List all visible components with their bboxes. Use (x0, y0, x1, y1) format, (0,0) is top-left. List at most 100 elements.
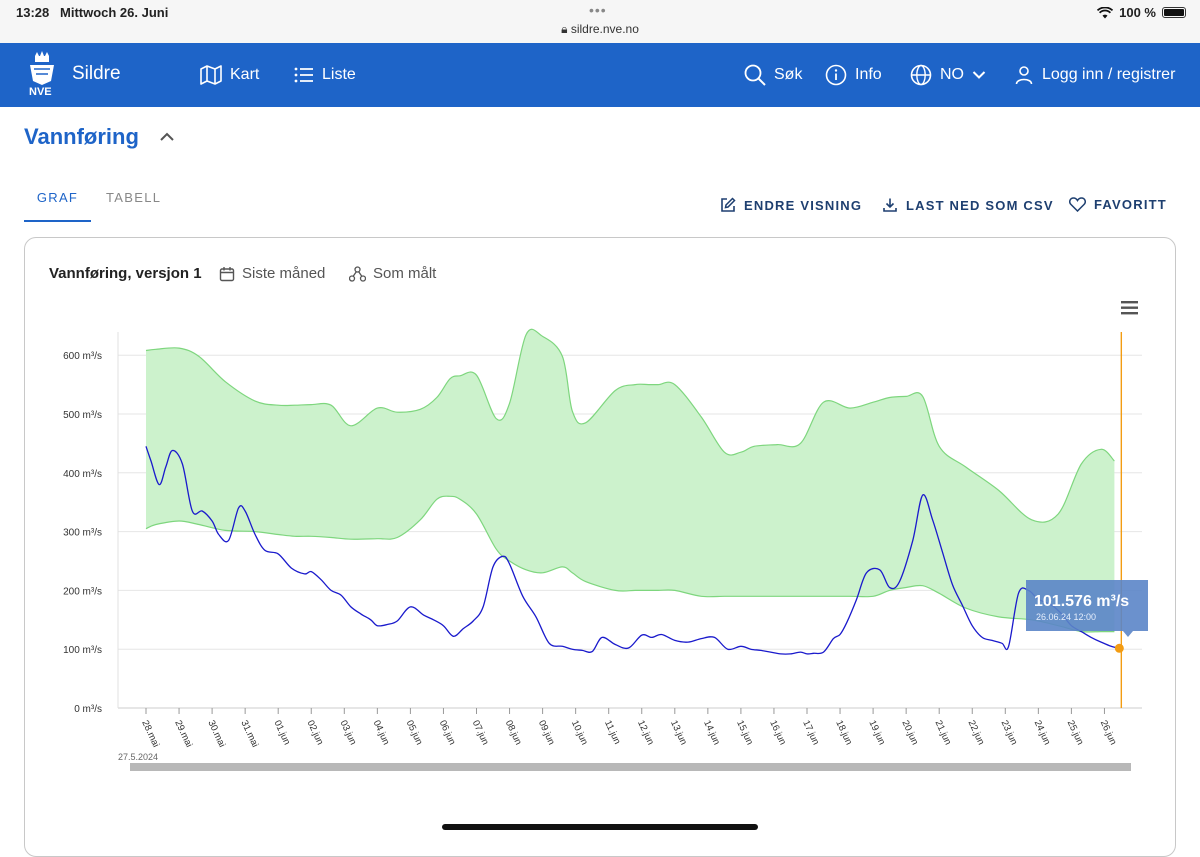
battery-icon (1162, 7, 1186, 18)
tab-graf[interactable]: GRAF (24, 190, 91, 222)
x-tick-label: 09.jun (536, 719, 557, 747)
x-tick-label: 29.mai (172, 719, 194, 749)
tooltip-box (1026, 580, 1148, 637)
y-tick-label: 600 m³/s (63, 351, 102, 362)
period-label: Siste måned (242, 265, 326, 282)
x-tick-label: 23.jun (999, 719, 1020, 747)
heart-icon (1069, 197, 1086, 212)
edit-view-button[interactable]: ENDRE VISNING (720, 197, 862, 213)
x-tick-label: 10.jun (569, 719, 590, 747)
status-right: 100 % (1097, 5, 1186, 20)
nav-info-label: Info (855, 66, 882, 83)
user-icon (1015, 66, 1033, 85)
x-tick-label: 28.mai (139, 719, 161, 749)
y-tick-label: 500 m³/s (63, 410, 102, 421)
globe-icon (910, 64, 932, 86)
nav-liste-label: Liste (322, 66, 356, 83)
nav-sok[interactable]: Søk (744, 43, 802, 107)
status-time: 13:28 (16, 5, 50, 20)
y-tick-label: 0 m³/s (74, 704, 102, 715)
y-tick-label: 100 m³/s (63, 645, 102, 656)
favorite-button[interactable]: FAVORITT (1069, 197, 1167, 212)
battery-percent: 100 % (1119, 5, 1156, 20)
x-tick-label: 22.jun (966, 719, 987, 747)
nav-info[interactable]: Info (825, 43, 882, 107)
chevron-down-icon (972, 71, 986, 79)
nav-sok-label: Søk (774, 66, 803, 83)
hamburger-menu-icon[interactable] (1121, 301, 1138, 315)
list-icon (294, 67, 313, 83)
x-tick-label: 06.jun (437, 719, 458, 747)
x-tick-label: 19.jun (866, 719, 887, 747)
nav-kart[interactable]: Kart (200, 43, 259, 107)
chevron-up-icon[interactable] (158, 128, 176, 146)
address-bar[interactable]: 🔒︎ sildre.nve.no (0, 22, 1200, 37)
nav-login[interactable]: Logg inn / registrer (1014, 43, 1175, 107)
x-tick-label: 03.jun (338, 719, 359, 747)
nve-logo-icon[interactable] (26, 51, 58, 101)
x-tick-label: 15.jun (734, 719, 755, 747)
x-tick-label: 16.jun (767, 719, 788, 747)
logo-text: NVE (29, 86, 52, 98)
x-tick-label: 17.jun (800, 719, 821, 747)
status-date: Mittwoch 26. Juni (60, 5, 169, 20)
point-marker (1114, 643, 1124, 653)
nav-liste[interactable]: Liste (294, 43, 356, 107)
period-selector[interactable]: Siste måned (219, 265, 325, 282)
nav-login-label: Logg inn / registrer (1042, 66, 1176, 83)
x-tick-label: 24.jun (1032, 719, 1053, 747)
more-dots-icon[interactable]: ••• (589, 2, 607, 18)
nav-language[interactable]: NO (910, 43, 986, 107)
x-axis: 28.mai 29.mai 30.mai 31.mai 01.jun 02.jun 03.j… (139, 708, 1119, 749)
tooltip-value: 101.576 m³/s (1034, 593, 1129, 610)
navigator-scrollbar[interactable] (130, 763, 1131, 771)
wifi-icon (1097, 6, 1114, 18)
x-tick-label: 07.jun (470, 719, 491, 747)
range-band (146, 329, 1115, 632)
status-bar: 13:28 Mittwoch 26. Juni ••• 🔒︎ sildre.nv… (0, 0, 1200, 43)
home-indicator (442, 824, 758, 830)
x-tick-label: 01.jun (271, 719, 292, 747)
chart-series-title: Vannføring, versjon 1 (49, 265, 202, 282)
tooltip-time: 26.06.24 12:00 (1036, 612, 1096, 622)
x-tick-label: 20.jun (899, 719, 920, 747)
tooltip: 101.576 m³/s 26.06.24 12:00 (1026, 580, 1148, 637)
x-tick-label: 05.jun (404, 719, 425, 747)
y-tick-label: 200 m³/s (63, 586, 102, 597)
download-csv-label: LAST NED SOM CSV (906, 197, 1054, 213)
brand-name[interactable]: Sildre (72, 63, 121, 84)
calendar-icon (219, 266, 235, 281)
range-band-upper (145, 328, 1115, 523)
nav-language-label: NO (940, 66, 964, 83)
url-text: sildre.nve.no (570, 22, 639, 36)
lock-icon: 🔒︎ (561, 22, 568, 36)
map-icon (200, 65, 222, 85)
mode-selector[interactable]: Som målt (349, 265, 436, 282)
nodes-icon (349, 265, 366, 282)
x-tick-label: 11.jun (602, 719, 623, 746)
x-tick-label: 21.jun (932, 719, 953, 747)
range-start-label: 27.5.2024 (118, 752, 158, 762)
series-line (145, 446, 1120, 655)
edit-icon (721, 197, 736, 212)
y-tick-label: 300 m³/s (63, 528, 102, 539)
x-tick-label: 14.jun (701, 719, 722, 747)
mode-label: Som målt (373, 265, 437, 282)
favorite-label: FAVORITT (1094, 197, 1167, 212)
page-title: Vannføring (24, 124, 139, 149)
x-tick-label: 26.jun (1098, 719, 1119, 747)
info-icon (825, 64, 847, 86)
x-tick-label: 31.mai (238, 719, 260, 749)
download-csv-button[interactable]: LAST NED SOM CSV (882, 197, 1054, 213)
y-axis: 0 m³/s 100 m³/s 200 m³/s 300 m³/s 400 m³/s 50… (63, 351, 102, 715)
x-tick-label: 30.mai (205, 719, 227, 749)
x-tick-label: 12.jun (635, 719, 656, 747)
x-tick-label: 13.jun (668, 719, 689, 747)
edit-view-label: ENDRE VISNING (744, 197, 863, 213)
x-tick-label: 25.jun (1065, 719, 1086, 747)
top-navbar: NVE Sildre Kart Liste Søk Info (0, 43, 1200, 107)
tab-tabell[interactable]: TABELL (106, 190, 162, 205)
x-tick-label: 02.jun (305, 719, 326, 747)
x-tick-label: 08.jun (503, 719, 524, 747)
search-icon (744, 64, 766, 86)
